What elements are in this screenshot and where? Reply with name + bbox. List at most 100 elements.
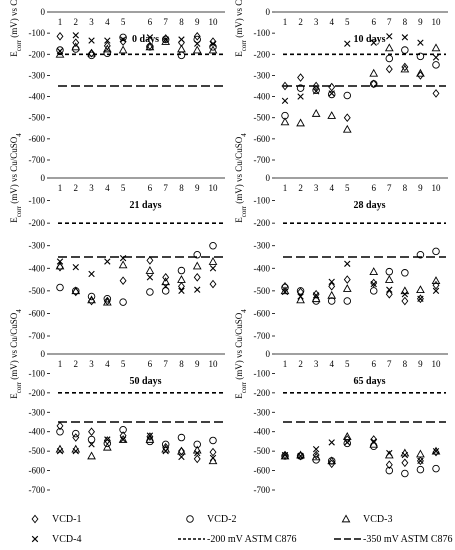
point-vcd-2 [281, 283, 289, 292]
point-vcd-3 [431, 276, 441, 285]
point-vcd-3 [192, 45, 202, 54]
point-vcd-2 [161, 35, 170, 44]
legend-label: VCD-1 [52, 514, 81, 525]
point-vcd-2 [56, 427, 64, 436]
point-vcd-1 [416, 71, 424, 80]
point-vcd-4 [401, 34, 409, 41]
x-tick-label: 4 [329, 359, 334, 369]
point-vcd-1 [193, 31, 201, 41]
point-vcd-3 [296, 118, 305, 127]
y-axis-label: Ecorr (mV) vs Cu/CuSO4 [9, 0, 23, 57]
point-vcd-3 [342, 124, 352, 133]
point-vcd-4 [88, 441, 95, 448]
y-tick-label: -500 [254, 286, 271, 296]
y-tick-label: -300 [254, 407, 271, 417]
point-vcd-2 [296, 452, 305, 460]
legend-label: VCD-4 [52, 534, 81, 545]
point-vcd-2 [177, 266, 186, 275]
point-vcd-1 [281, 81, 289, 91]
point-vcd-3 [71, 42, 81, 51]
point-vcd-1 [88, 48, 96, 58]
point-vcd-3 [118, 260, 128, 269]
y-tick-label: -300 [29, 407, 46, 417]
legend-label: VCD-2 [207, 514, 236, 525]
point-vcd-4 [194, 286, 201, 293]
point-vcd-3 [208, 256, 218, 265]
point-vcd-1 [432, 89, 440, 98]
point-vcd-4 [417, 39, 424, 46]
point-vcd-4 [297, 293, 304, 300]
point-vcd-1 [209, 447, 217, 457]
point-vcd-4 [370, 280, 377, 288]
point-vcd-2 [193, 440, 201, 449]
point-vcd-2 [56, 283, 64, 292]
y-tick-label: -400 [254, 92, 271, 102]
x-tick-label: 3 [89, 17, 94, 27]
point-vcd-3 [327, 456, 337, 465]
x-tick-label: 6 [148, 183, 153, 193]
x-tick-label: 5 [121, 17, 126, 27]
y-tick-label: 0 [266, 173, 271, 183]
point-vcd-1 [119, 276, 127, 286]
x-tick-label: 2 [298, 183, 303, 193]
x-tick-label: 10 [209, 183, 219, 193]
point-vcd-2 [416, 52, 425, 61]
point-vcd-1 [385, 64, 393, 74]
point-vcd-1 [72, 433, 80, 442]
y-tick-label: -700 [29, 331, 46, 341]
point-vcd-1 [88, 296, 96, 306]
point-vcd-1 [162, 272, 170, 282]
x-tick-label: 1 [283, 17, 288, 27]
x-tick-label: 3 [89, 359, 94, 369]
point-vcd-1 [177, 282, 185, 291]
y-tick-label: -600 [254, 134, 271, 144]
legend-label: VCD-3 [363, 514, 392, 525]
point-vcd-4 [386, 449, 393, 457]
x-tick-label: 8 [403, 183, 408, 193]
point-vcd-4 [56, 258, 64, 265]
point-vcd-4 [146, 34, 154, 41]
y-tick-label: -400 [254, 427, 271, 437]
y-tick-label: -400 [29, 92, 46, 102]
point-vcd-1 [401, 62, 409, 72]
y-tick-label: -600 [254, 308, 271, 318]
point-vcd-4 [432, 447, 440, 455]
legend-label: -350 mV ASTM C876 [363, 534, 453, 545]
y-tick-label: -100 [29, 28, 46, 38]
y-tick-label: -100 [29, 368, 46, 378]
x-tick-label: 9 [418, 359, 423, 369]
point-vcd-1 [432, 280, 440, 290]
point-vcd-1 [56, 262, 64, 272]
panel-title: 21 days [130, 200, 162, 211]
y-tick-label: -700 [29, 155, 46, 165]
point-vcd-4 [119, 254, 127, 262]
point-vcd-4 [209, 40, 217, 47]
x-tick-label: 9 [195, 359, 200, 369]
y-tick-label: -100 [254, 28, 271, 38]
x-tick-label: 6 [148, 17, 153, 27]
point-vcd-3 [296, 295, 305, 304]
point-vcd-2 [385, 54, 394, 63]
point-vcd-3 [177, 44, 186, 53]
x-tick-label: 8 [179, 359, 184, 369]
legend-item-4: VCD-4 [31, 534, 81, 545]
x-tick-label: 10 [209, 17, 219, 27]
point-vcd-1 [401, 296, 409, 306]
point-vcd-2 [87, 292, 96, 301]
point-vcd-2 [56, 46, 64, 54]
point-vcd-3 [416, 68, 425, 77]
point-vcd-4 [178, 36, 185, 43]
point-vcd-2 [161, 287, 170, 295]
x-tick-label: 6 [371, 17, 376, 27]
point-vcd-4 [56, 447, 64, 455]
y-tick-label: 0 [41, 173, 46, 183]
point-vcd-4 [386, 33, 393, 40]
point-vcd-1 [328, 459, 336, 469]
point-vcd-3 [369, 68, 379, 77]
point-vcd-3 [369, 267, 379, 276]
y-tick-label: -200 [29, 49, 46, 59]
x-tick-label: 1 [58, 183, 63, 193]
